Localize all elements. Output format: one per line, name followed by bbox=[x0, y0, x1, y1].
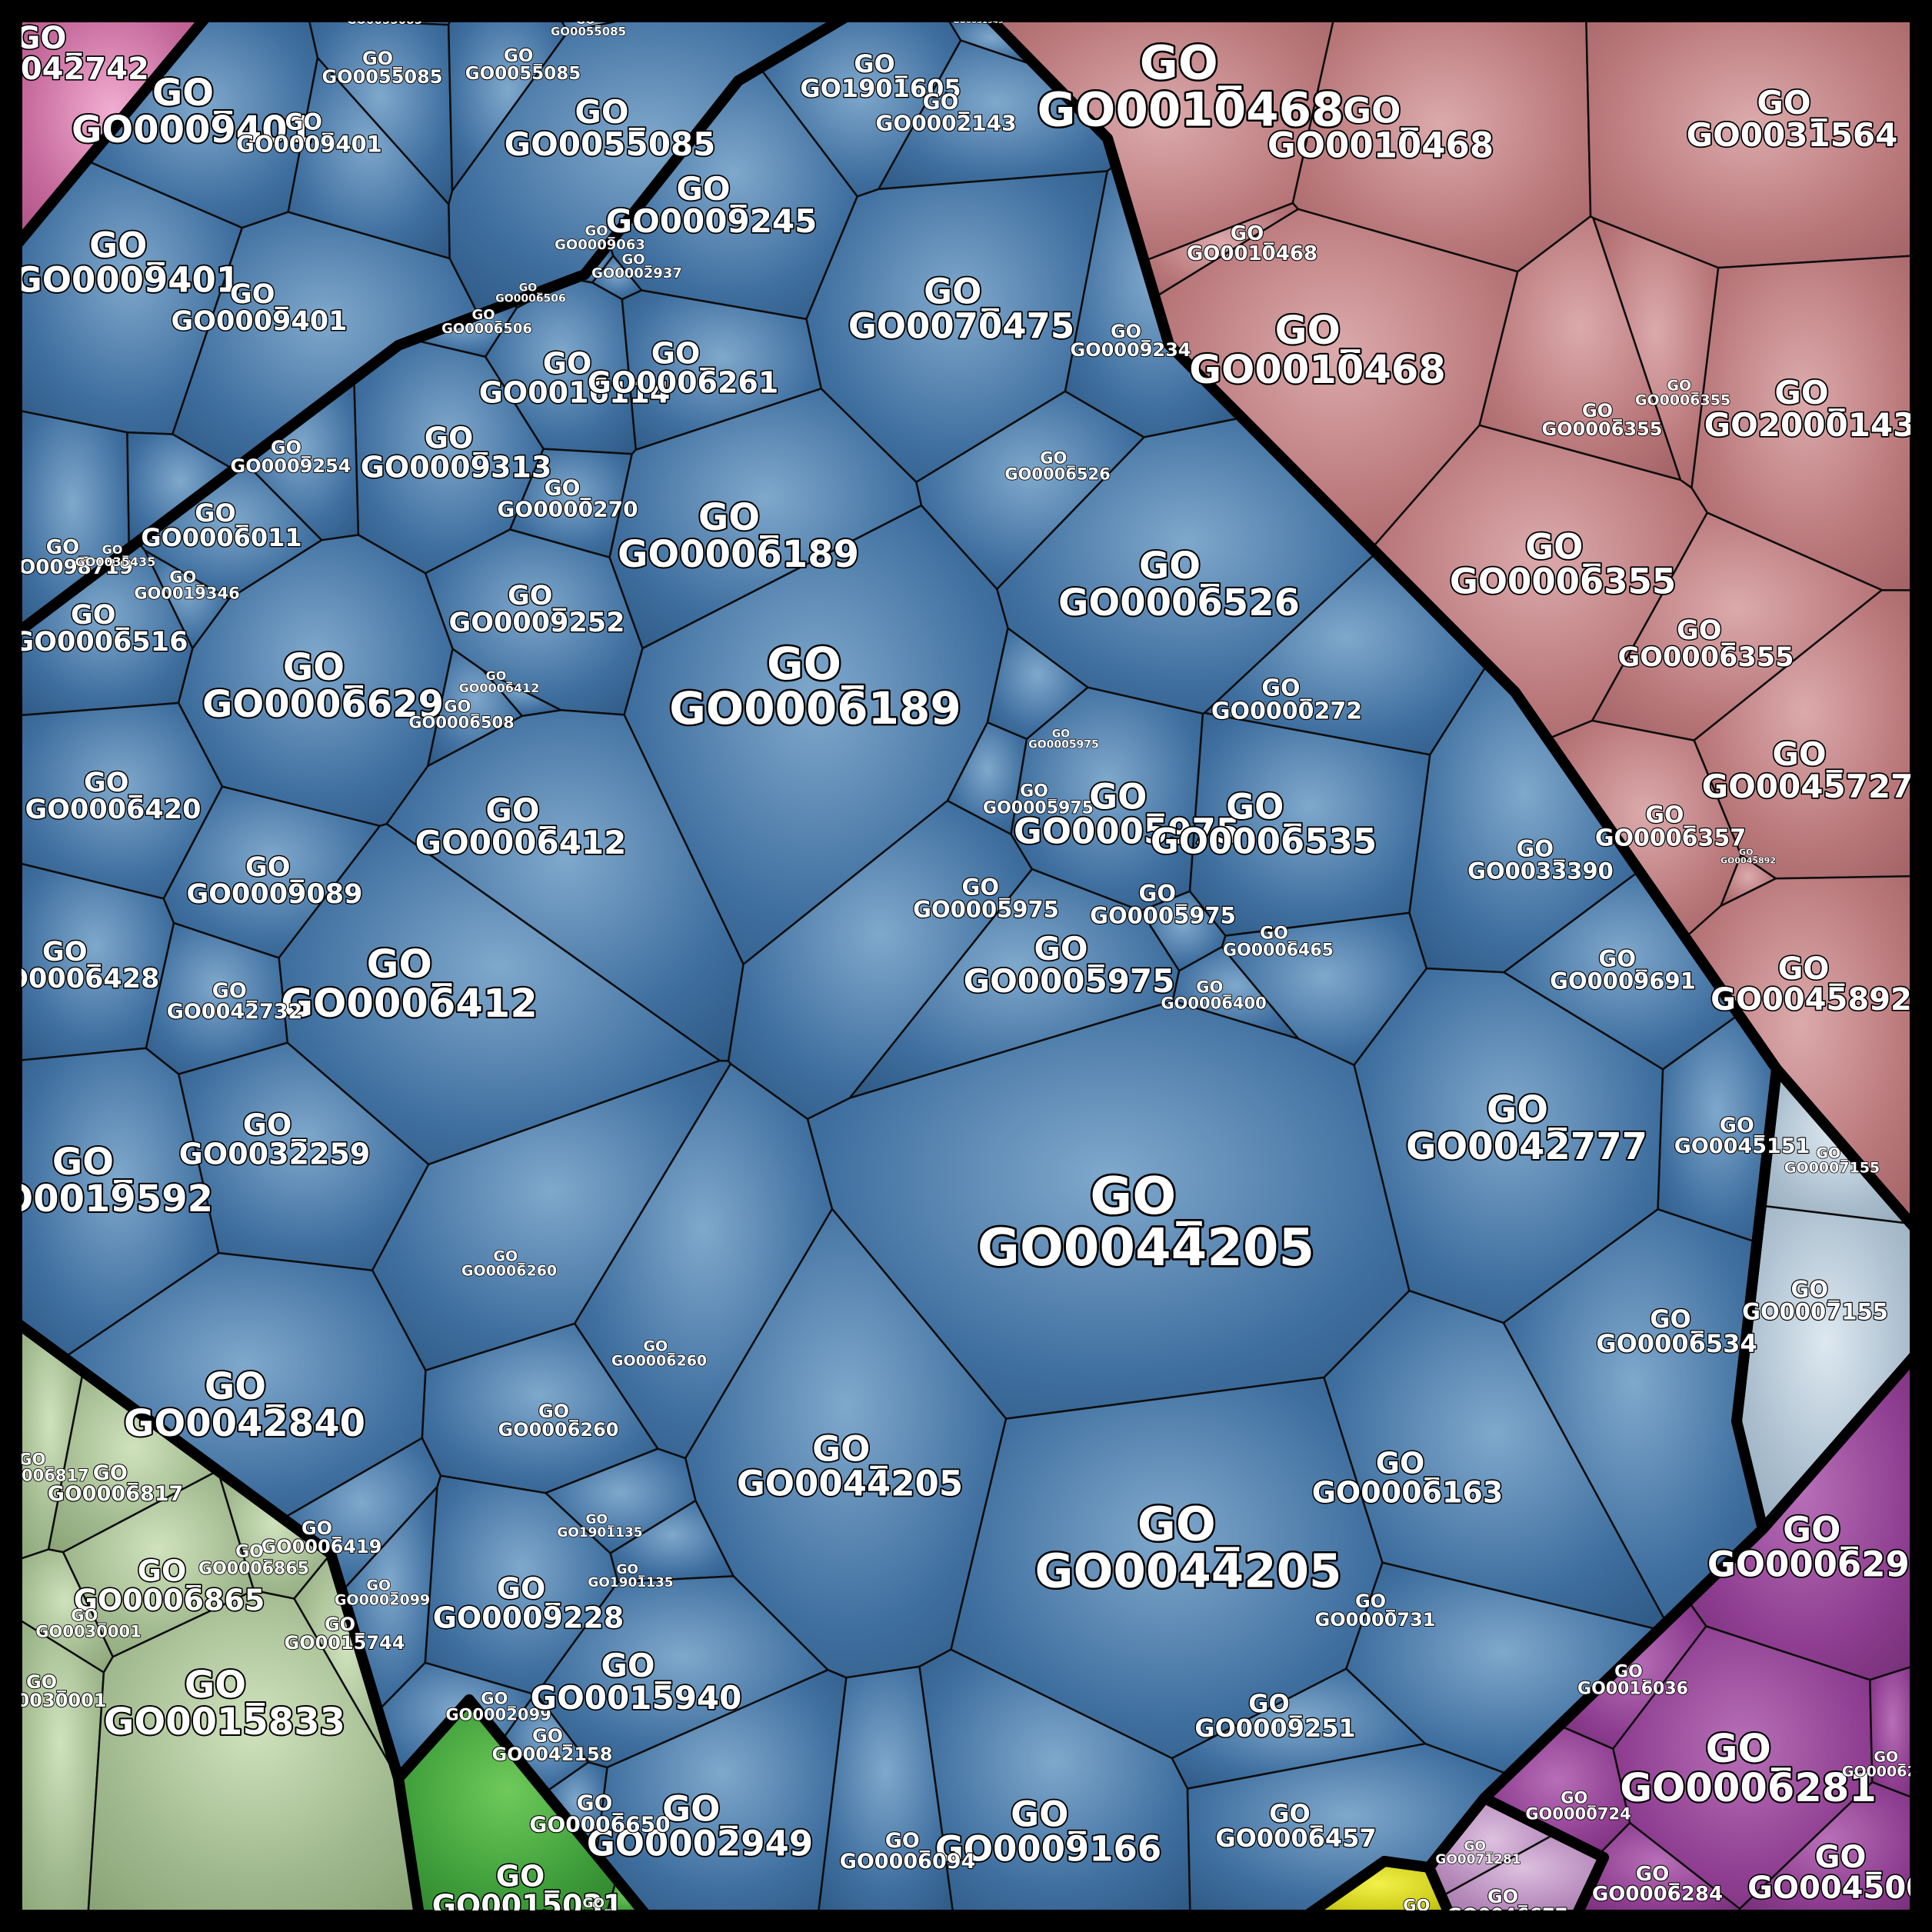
cluster-purple-bottomright bbox=[1483, 1354, 1917, 1917]
cluster-blue-central bbox=[15, 15, 1778, 1917]
cluster-red-topright bbox=[987, 15, 1917, 1230]
treemap-cell-go0015940[interactable] bbox=[535, 1575, 829, 1769]
treemap-cell-go0031564[interactable] bbox=[1585, 15, 1917, 269]
cluster-green-bottomleft bbox=[15, 1321, 421, 1917]
cells-layer bbox=[15, 15, 1917, 1917]
treemap-cell-go0006281[interactable] bbox=[1869, 1664, 1917, 1800]
treemap-cell-go0006412[interactable] bbox=[481, 669, 562, 718]
